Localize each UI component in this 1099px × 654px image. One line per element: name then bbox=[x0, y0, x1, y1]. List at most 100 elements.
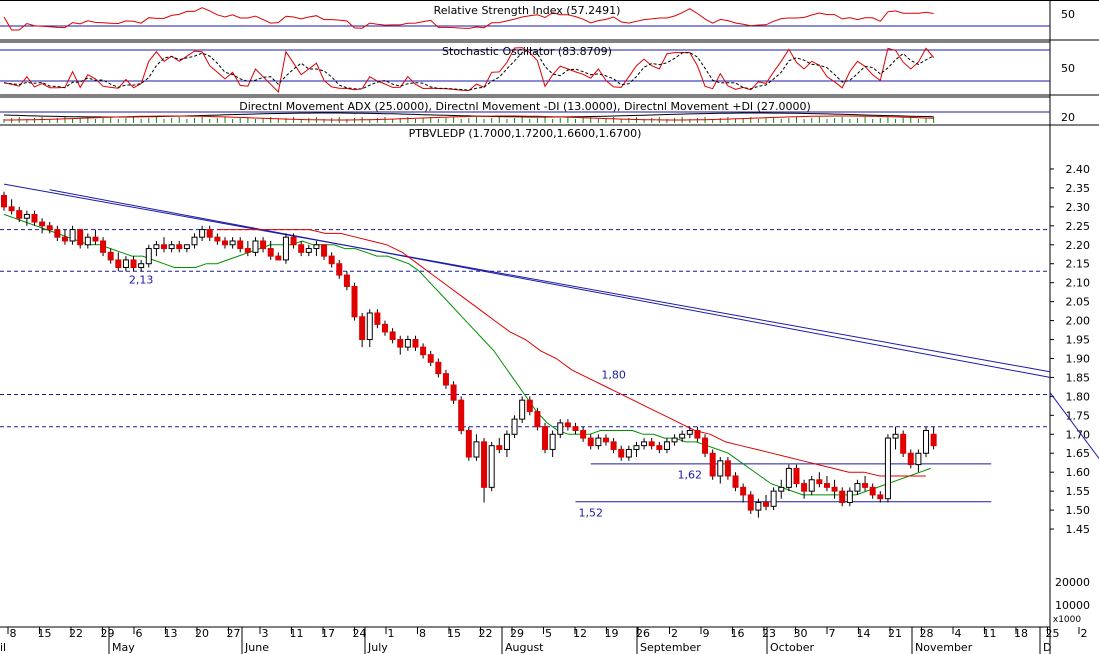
day-label: 29 bbox=[510, 627, 524, 640]
day-label: 23 bbox=[762, 627, 776, 640]
price-tick-label: 1.90 bbox=[1066, 352, 1091, 365]
candle-body bbox=[572, 426, 579, 431]
candle-body bbox=[823, 483, 830, 488]
day-label: 20 bbox=[195, 627, 209, 640]
candle-body bbox=[511, 418, 518, 435]
stochastic-level-label: 50 bbox=[1061, 62, 1075, 75]
candle-body bbox=[770, 490, 777, 507]
candle-body bbox=[145, 248, 152, 265]
candle-body bbox=[427, 354, 434, 363]
candle-body bbox=[351, 285, 358, 318]
day-label: 16 bbox=[731, 627, 745, 640]
price-tick-label: 2.05 bbox=[1066, 296, 1091, 309]
candle-body bbox=[709, 452, 716, 477]
candle-body bbox=[580, 429, 587, 439]
price-tick-label: 2.20 bbox=[1066, 239, 1091, 252]
chart-title: PTBVLEDP (1.7000,1.7200,1.6600,1.6700) bbox=[409, 127, 642, 140]
candle-body bbox=[374, 312, 381, 325]
candle-body bbox=[915, 452, 922, 466]
candle-body bbox=[839, 490, 846, 504]
price-annotation: 1,62 bbox=[678, 469, 703, 482]
day-label: 18 bbox=[1014, 627, 1028, 640]
candle-body bbox=[534, 411, 541, 428]
candle-body bbox=[161, 244, 168, 250]
day-label: 11 bbox=[290, 627, 304, 640]
candle-body bbox=[328, 255, 335, 265]
candle-body bbox=[519, 399, 526, 420]
trendline bbox=[49, 189, 1051, 378]
candle-body bbox=[412, 339, 419, 348]
candle-body bbox=[907, 452, 914, 466]
day-label: 15 bbox=[38, 627, 52, 640]
candle-body bbox=[625, 448, 632, 458]
month-label: D bbox=[1043, 641, 1051, 654]
price-tick-label: 1.65 bbox=[1066, 447, 1091, 460]
candle-body bbox=[199, 229, 206, 238]
candle-body bbox=[564, 422, 571, 428]
candle-body bbox=[404, 339, 411, 348]
day-label: 8 bbox=[10, 627, 17, 640]
candle-body bbox=[176, 244, 183, 250]
day-label: 5 bbox=[545, 627, 552, 640]
day-label: 9 bbox=[703, 627, 710, 640]
candle-body bbox=[244, 248, 251, 253]
candle-body bbox=[305, 248, 312, 253]
price-tick-label: 1.75 bbox=[1066, 409, 1091, 422]
price-tick-label: 1.95 bbox=[1066, 334, 1091, 347]
day-label: 8 bbox=[419, 627, 426, 640]
day-label: 11 bbox=[983, 627, 997, 640]
candle-body bbox=[260, 240, 267, 250]
candle-body bbox=[389, 331, 396, 341]
candle-body bbox=[679, 433, 686, 439]
candle-body bbox=[122, 259, 129, 269]
volume-unit-label: x1000 bbox=[1053, 615, 1082, 625]
candle-body bbox=[892, 433, 899, 439]
candle-body bbox=[321, 244, 328, 257]
adx-label: Directnl Movement ADX (25.0000), Directn… bbox=[239, 100, 811, 113]
candle-body bbox=[336, 263, 343, 276]
month-label: August bbox=[505, 641, 544, 654]
price-tick-label: 2.15 bbox=[1066, 258, 1091, 271]
candle-body bbox=[46, 225, 53, 231]
candle-body bbox=[237, 240, 244, 250]
candle-body bbox=[747, 494, 754, 511]
volume-panel: 20000 10000 bbox=[3, 576, 1090, 625]
candle-body bbox=[557, 422, 564, 435]
candle-body bbox=[206, 229, 213, 238]
candle-body bbox=[808, 479, 815, 492]
day-label: 14 bbox=[857, 627, 871, 640]
candle-body bbox=[450, 384, 457, 401]
candle-body bbox=[816, 479, 823, 485]
candle-body bbox=[313, 244, 320, 250]
candle-body bbox=[610, 441, 617, 450]
day-label: 2 bbox=[1081, 627, 1088, 640]
candle-body bbox=[138, 263, 145, 269]
day-label: 2 bbox=[671, 627, 678, 640]
day-label: 4 bbox=[955, 627, 962, 640]
candle-body bbox=[153, 244, 160, 250]
price-tick-label: 2.40 bbox=[1066, 163, 1091, 176]
price-tick-label: 1.45 bbox=[1066, 523, 1091, 536]
month-label: May bbox=[112, 641, 135, 654]
candle-body bbox=[282, 236, 289, 261]
candle-body bbox=[869, 486, 876, 496]
stochastic-d-line bbox=[3, 48, 934, 91]
candle-body bbox=[23, 213, 30, 219]
candle-body bbox=[54, 229, 61, 238]
candle-body bbox=[717, 460, 724, 477]
candle-body bbox=[702, 437, 709, 454]
month-label: July bbox=[367, 641, 388, 654]
candle-body bbox=[229, 240, 236, 246]
price-tick-label: 2.10 bbox=[1066, 277, 1091, 290]
candle-body bbox=[648, 441, 655, 447]
candle-body bbox=[724, 460, 731, 477]
candle-body bbox=[465, 429, 472, 458]
trendline bbox=[3, 183, 1051, 373]
candle-body bbox=[481, 441, 488, 488]
candle-body bbox=[846, 490, 853, 504]
candle-body bbox=[793, 467, 800, 485]
day-label: 19 bbox=[605, 627, 619, 640]
adx-level-label: 20 bbox=[1061, 111, 1075, 124]
